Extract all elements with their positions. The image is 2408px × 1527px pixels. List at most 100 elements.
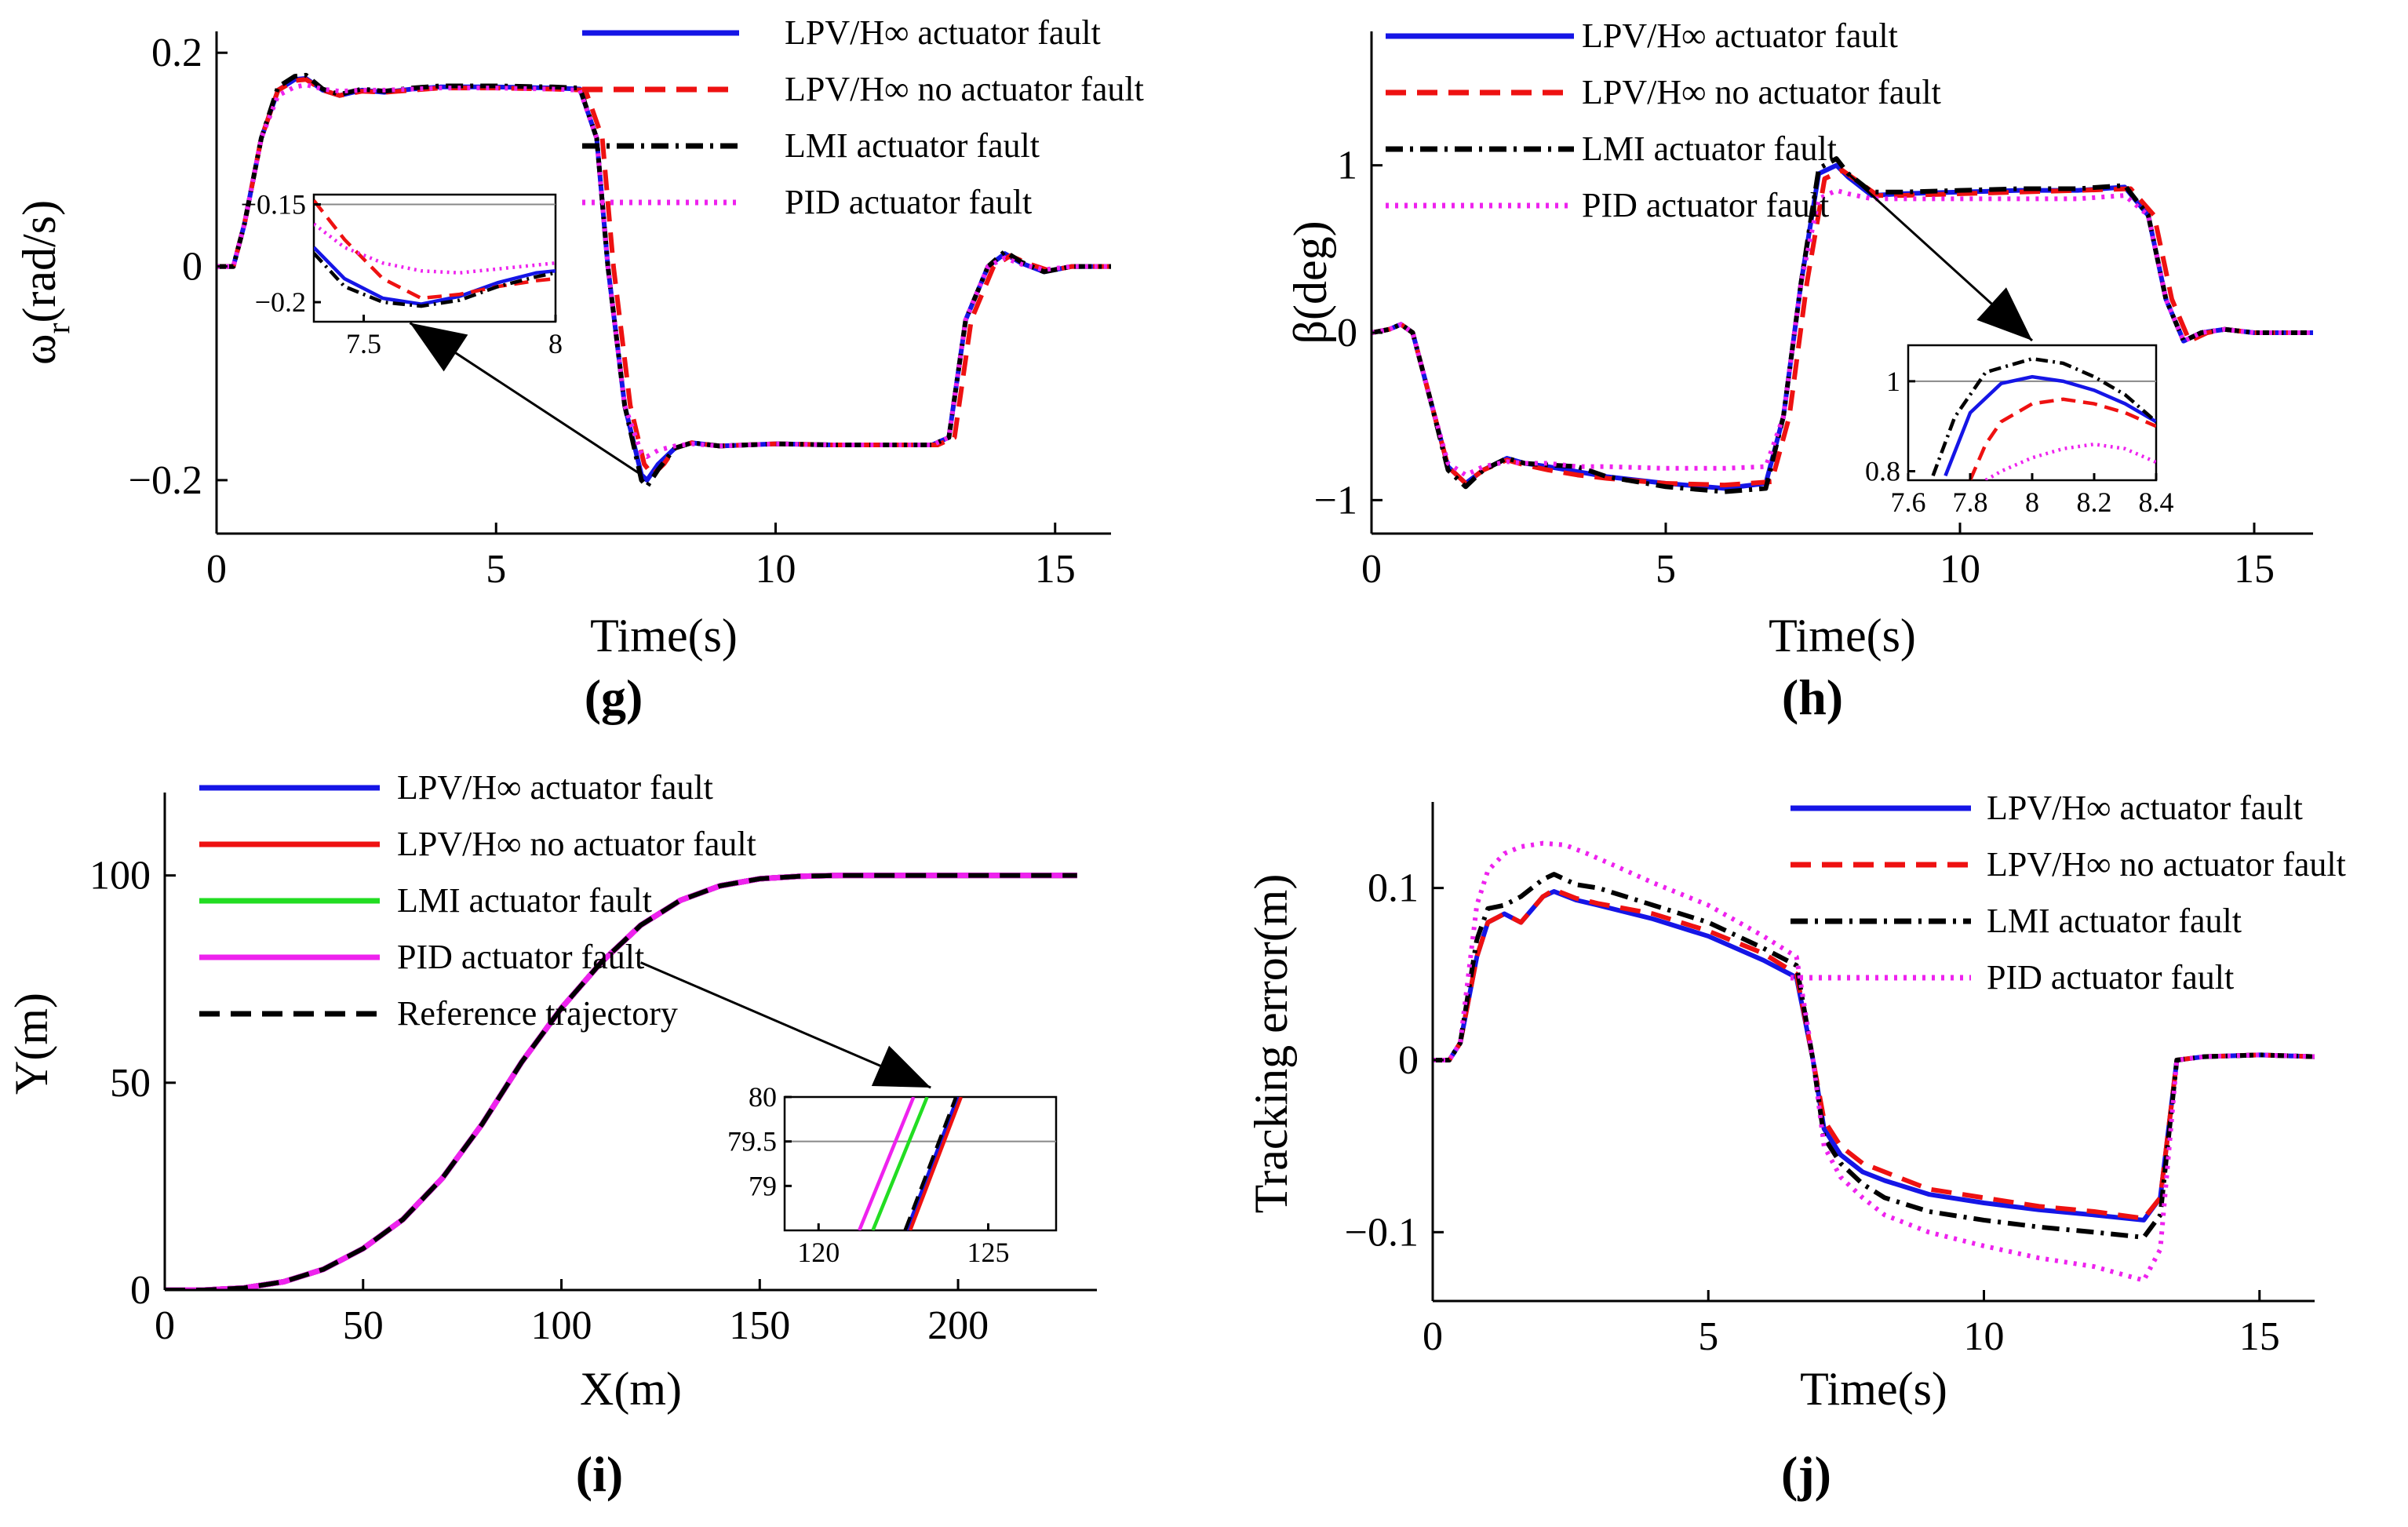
legend-label: LPV/H∞ no actuator fault bbox=[785, 70, 1144, 108]
panel-label: (g) bbox=[585, 669, 643, 725]
inset-zoom: 7.5 8 −0.15 −0.2 bbox=[241, 188, 643, 476]
x-tick-label: 15 bbox=[2239, 1314, 2280, 1359]
legend-label: LMI actuator fault bbox=[1987, 902, 2242, 940]
x-tick-label: 0 bbox=[1361, 547, 1382, 592]
series-group bbox=[217, 72, 1111, 490]
reference-trajectory-line bbox=[165, 873, 1077, 1290]
inset-y-tick-label: 0.8 bbox=[1865, 456, 1900, 487]
panel-i-trajectory: 0 50 100 150 200 0 50 100 X(m) Y(m) (i) LPV/H∞ actu… bbox=[5, 768, 1097, 1502]
inset-y-tick-label: −0.2 bbox=[255, 286, 306, 318]
legend-label: LPV/H∞ actuator fault bbox=[1987, 789, 2303, 827]
series-line-0 bbox=[1372, 162, 2313, 491]
legend: LPV/H∞ actuator fault LPV/H∞ no actuator … bbox=[199, 768, 756, 1033]
legend-label: LMI actuator fault bbox=[785, 126, 1040, 165]
y-tick-label: 50 bbox=[110, 1061, 151, 1106]
inset-x-tick-label: 7.8 bbox=[1953, 487, 1988, 518]
legend-label: LPV/H∞ no actuator fault bbox=[1582, 73, 1941, 111]
series-line-1 bbox=[1372, 168, 2313, 488]
x-tick-label: 100 bbox=[531, 1303, 592, 1348]
inset-series-line-1 bbox=[314, 199, 556, 301]
x-tick-label: 5 bbox=[486, 547, 506, 592]
series-line-0 bbox=[1433, 889, 2315, 1223]
y-tick-label: 0 bbox=[1337, 311, 1357, 355]
x-tick-label: 10 bbox=[756, 547, 796, 592]
x-tick-label: 15 bbox=[1035, 547, 1076, 592]
x-tick-label: 0 bbox=[1423, 1314, 1443, 1359]
inset-series-line-0 bbox=[1944, 374, 2156, 477]
legend-label: PID actuator fault bbox=[397, 938, 644, 976]
series-line-2 bbox=[1372, 156, 2313, 494]
panel-label: (h) bbox=[1782, 669, 1843, 725]
inset-series-line-2 bbox=[1931, 356, 2156, 477]
inset-series-line-0 bbox=[858, 1097, 916, 1230]
inset-y-tick-label: 80 bbox=[749, 1081, 777, 1113]
y-axis-title: ωr(rad/s) bbox=[13, 200, 77, 365]
y-tick-label: 100 bbox=[89, 854, 151, 898]
panel-label: (j) bbox=[1781, 1446, 1831, 1502]
panel-g-omega-yaw-rate: 0 5 10 15−0.200.2Time(s)ωr(rad/s)(g)LPV/H∞ … bbox=[13, 13, 1144, 725]
inset-frame bbox=[1907, 344, 2158, 482]
y-axis-title-subscript: r bbox=[41, 323, 77, 334]
y-axis-title-symbol: ω bbox=[13, 334, 65, 366]
inset-series-line-1 bbox=[871, 1097, 929, 1230]
inset-x-tick-label: 8 bbox=[548, 328, 563, 359]
zoom-arrow-head bbox=[410, 323, 468, 372]
y-tick-label: 0 bbox=[1398, 1038, 1419, 1083]
legend: LPV/H∞ actuator fault LPV/H∞ no actuator … bbox=[1386, 16, 1941, 224]
zoom-arrow-head bbox=[871, 1045, 931, 1088]
legend-label: LPV/H∞ actuator fault bbox=[1582, 16, 1898, 55]
y-tick-label: 0 bbox=[182, 245, 202, 290]
y-axis-title: β(deg) bbox=[1284, 220, 1336, 344]
y-tick-label: 0 bbox=[130, 1268, 151, 1313]
y-axis-title: Y(m) bbox=[5, 993, 57, 1095]
x-tick-label: 200 bbox=[927, 1303, 989, 1348]
x-tick-label: 15 bbox=[2234, 547, 2275, 592]
inset-x-tick-label: 7.5 bbox=[346, 328, 381, 359]
series-line-3 bbox=[217, 82, 1111, 459]
legend-label: LMI actuator fault bbox=[397, 881, 652, 920]
y-tick-label: 1 bbox=[1337, 144, 1357, 188]
inset-series-line-2 bbox=[314, 252, 556, 308]
legend: LPV/H∞ actuator fault LPV/H∞ no actuator … bbox=[1791, 789, 2346, 997]
inset-series-line-3 bbox=[908, 1097, 964, 1230]
series-group bbox=[1372, 156, 2313, 494]
x-tick-label: 0 bbox=[155, 1303, 175, 1348]
inset-y-tick-label: 79 bbox=[749, 1170, 777, 1201]
y-axis-title-unit: (rad/s) bbox=[13, 200, 65, 323]
inset-x-tick-label: 120 bbox=[797, 1237, 840, 1268]
legend-label: LMI actuator fault bbox=[1582, 129, 1837, 168]
inset-series-line-0 bbox=[314, 246, 556, 306]
legend-label: PID actuator fault bbox=[1582, 186, 1829, 224]
inset-x-tick-label: 125 bbox=[967, 1237, 1010, 1268]
series-line-3 bbox=[1433, 840, 2315, 1283]
inset-series-line-3 bbox=[1984, 442, 2156, 480]
inset-y-tick-label: 1 bbox=[1886, 366, 1900, 397]
panel-label: (i) bbox=[576, 1446, 623, 1502]
inset-series bbox=[1931, 356, 2156, 480]
x-axis-title: Time(s) bbox=[590, 610, 738, 661]
y-tick-label: −0.2 bbox=[129, 458, 202, 503]
inset-zoom: 120 125 79 79.5 80 bbox=[640, 961, 1058, 1268]
x-axis-title: Time(s) bbox=[1800, 1363, 1947, 1415]
x-tick-label: 150 bbox=[729, 1303, 790, 1348]
y-tick-label: 0.2 bbox=[151, 31, 202, 75]
legend-label: Reference trajectory bbox=[397, 994, 678, 1033]
x-tick-label: 0 bbox=[206, 547, 227, 592]
inset-x-tick-label: 8 bbox=[2025, 487, 2039, 518]
series-group bbox=[165, 873, 1077, 1290]
y-axis-title: Tracking error(m) bbox=[1245, 874, 1297, 1214]
legend-label: LPV/H∞ no actuator fault bbox=[1987, 845, 2346, 884]
y-tick-label: −0.1 bbox=[1345, 1210, 1419, 1255]
y-tick-label: 0.1 bbox=[1368, 866, 1419, 911]
panel-j-tracking-error: 0 5 10 15 −0.1 0 0.1 Time(s) Tracking error(m) (j… bbox=[1245, 789, 2346, 1502]
y-tick-label: −1 bbox=[1314, 478, 1357, 523]
series-line-1 bbox=[217, 77, 1111, 478]
inset-zoom: 7.6 7.8 8 8.2 8.4 0.8 1 bbox=[1847, 173, 2174, 518]
zoom-arrow-head bbox=[1976, 287, 2032, 341]
x-axis-title: Time(s) bbox=[1769, 610, 1916, 661]
x-tick-label: 10 bbox=[1964, 1314, 2005, 1359]
legend-label: PID actuator fault bbox=[785, 183, 1032, 221]
x-tick-label: 5 bbox=[1656, 547, 1676, 592]
